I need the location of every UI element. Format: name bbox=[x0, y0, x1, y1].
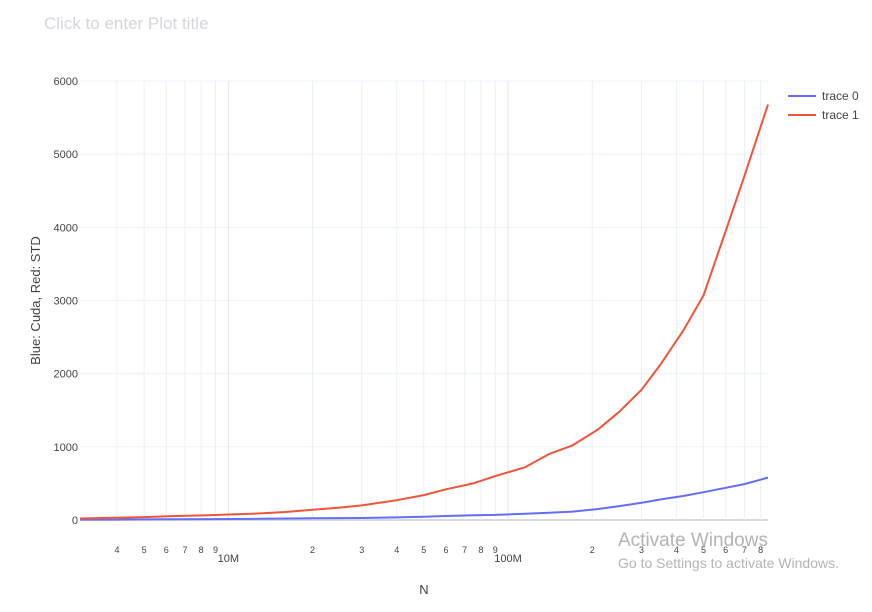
activate-windows-watermark: Activate Windows Go to Settings to activ… bbox=[618, 530, 839, 571]
x-minor-tick-label: 3 bbox=[359, 545, 364, 555]
x-minor-tick-label: 8 bbox=[478, 545, 483, 555]
watermark-line-2: Go to Settings to activate Windows. bbox=[618, 555, 839, 571]
x-minor-tick-label: 7 bbox=[462, 545, 467, 555]
y-tick-label: 2000 bbox=[54, 369, 78, 381]
y-axis-ticks: 0 1000 2000 3000 4000 5000 6000 bbox=[54, 76, 78, 527]
y-tick-label: 6000 bbox=[54, 76, 78, 88]
x-major-tick-label: 100M bbox=[494, 553, 522, 565]
x-minor-tick-label: 5 bbox=[421, 545, 426, 555]
x-axis-title: N bbox=[419, 582, 428, 597]
grid bbox=[80, 81, 768, 520]
y-tick-label: 3000 bbox=[54, 296, 78, 308]
x-minor-tick-label: 7 bbox=[182, 545, 187, 555]
x-minor-tick-label: 6 bbox=[443, 545, 448, 555]
x-minor-tick-label: 8 bbox=[199, 545, 204, 555]
x-minor-tick-label: 5 bbox=[142, 545, 147, 555]
y-tick-label: 1000 bbox=[54, 442, 78, 454]
x-minor-tick-label: 2 bbox=[590, 545, 595, 555]
x-minor-tick-label: 4 bbox=[114, 545, 119, 555]
y-tick-label: 4000 bbox=[54, 222, 78, 234]
x-minor-tick-label: 4 bbox=[394, 545, 399, 555]
legend-label-1: trace 1 bbox=[822, 108, 859, 122]
y-axis-title: Blue: Cuda, Red: STD bbox=[28, 236, 43, 365]
x-minor-tick-label: 2 bbox=[310, 545, 315, 555]
x-minor-tick-label: 6 bbox=[164, 545, 169, 555]
watermark-line-1: Activate Windows bbox=[618, 530, 839, 552]
legend-label-0: trace 0 bbox=[822, 89, 859, 103]
y-tick-label: 0 bbox=[72, 515, 78, 527]
y-tick-label: 5000 bbox=[54, 149, 78, 161]
x-major-tick-label: 10M bbox=[218, 553, 239, 565]
legend: trace 0 trace 1 bbox=[788, 89, 859, 122]
